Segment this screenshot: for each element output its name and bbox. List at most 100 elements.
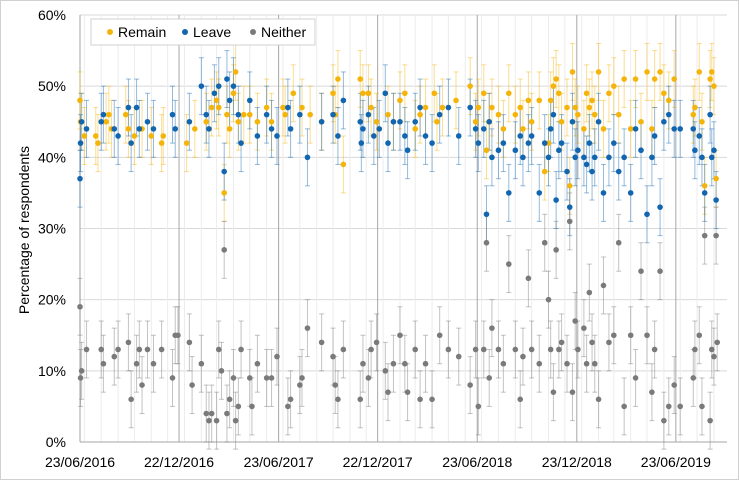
remain-point (671, 76, 678, 82)
neither-point (564, 360, 570, 367)
neither-point (638, 268, 644, 275)
leave-point (692, 147, 698, 154)
remain-point (373, 118, 380, 125)
neither-point (649, 389, 655, 395)
remain-point (282, 111, 288, 118)
neither-point (249, 403, 255, 410)
remain-point (489, 104, 495, 111)
leave-point (263, 111, 270, 118)
neither-point (230, 375, 237, 381)
leave-point (545, 154, 552, 161)
remain-point (397, 97, 403, 104)
remain-point (357, 76, 364, 82)
neither-point (429, 396, 435, 403)
leave-point (77, 140, 84, 146)
leave-point (226, 97, 233, 104)
y-tick-label: 20% (38, 292, 66, 308)
neither-point (224, 410, 230, 417)
remain-point (208, 104, 215, 111)
leave-point (360, 126, 366, 132)
remain-point (564, 104, 570, 111)
neither-point (575, 346, 581, 353)
remain-point (125, 126, 132, 132)
neither-point (397, 332, 403, 339)
y-tick-label: 60% (38, 7, 66, 23)
remain-point (221, 190, 228, 196)
leave-point (581, 154, 587, 161)
remain-point (148, 133, 155, 139)
neither-point (475, 403, 482, 410)
axes-layer: 0% 10% 20% 30% 40% 50% 60% 23/06/2016 22/12/2016… (38, 7, 727, 470)
neither-point (711, 353, 717, 360)
leave-point (583, 161, 590, 168)
neither-point (139, 382, 145, 388)
neither-point (235, 403, 242, 410)
neither-point (644, 332, 650, 339)
neither-point (591, 360, 598, 367)
leave-point (422, 133, 429, 139)
neither-point (583, 360, 590, 367)
neither-point (472, 346, 479, 353)
neither-point (661, 417, 667, 424)
neither-point (144, 346, 151, 353)
remain-point (644, 69, 650, 75)
remain-point (246, 111, 253, 118)
remain-point (589, 97, 595, 104)
leave-point (125, 104, 132, 111)
remain-point (632, 76, 639, 82)
remain-point (572, 104, 578, 111)
leave-point (357, 118, 364, 125)
remain-point (368, 104, 374, 111)
leave-point (627, 190, 634, 196)
remain-point (77, 97, 83, 104)
neither-point (671, 382, 678, 388)
remain-point (280, 104, 286, 111)
leave-point (472, 126, 479, 132)
x-tick-label: 23/06/2016 (45, 454, 115, 470)
neither-point (657, 268, 663, 275)
remain-point (569, 69, 576, 75)
leave-point (404, 147, 411, 154)
leave-point (254, 133, 261, 139)
neither-point (287, 396, 294, 403)
leave-point (287, 126, 294, 132)
leave-point (304, 154, 311, 161)
neither-point (221, 247, 228, 253)
leave-point (600, 190, 607, 196)
leave-point (536, 190, 543, 196)
remain-point (536, 97, 543, 104)
neither-point (692, 346, 698, 353)
neither-point (572, 318, 578, 324)
neither-point (422, 360, 429, 367)
leave-point (505, 190, 512, 196)
remain-point (340, 161, 347, 168)
leave-point (621, 154, 627, 161)
leave-point (708, 154, 715, 161)
neither-point (611, 332, 617, 339)
neither-point (402, 360, 408, 367)
remain-point (95, 140, 101, 146)
neither-point (708, 346, 715, 353)
remain-point (495, 111, 502, 118)
x-tick-label: 22/12/2016 (144, 454, 214, 470)
remain-point (558, 118, 565, 125)
leave-point (144, 118, 151, 125)
remain-point (472, 118, 479, 125)
neither-point (385, 389, 391, 395)
neither-point (545, 296, 552, 303)
remain-point (600, 126, 607, 132)
remain-point (434, 118, 440, 125)
neither-point (360, 360, 366, 367)
neither-point (390, 360, 397, 367)
y-tick-label: 30% (38, 221, 66, 237)
leave-point (268, 126, 275, 132)
neither-point (651, 346, 658, 353)
remain-point (158, 140, 165, 146)
neither-point (335, 396, 341, 403)
leave-point (385, 140, 391, 146)
remain-point (254, 118, 261, 125)
leave-point (198, 83, 205, 89)
neither-point (150, 360, 157, 367)
neither-point (600, 282, 607, 289)
